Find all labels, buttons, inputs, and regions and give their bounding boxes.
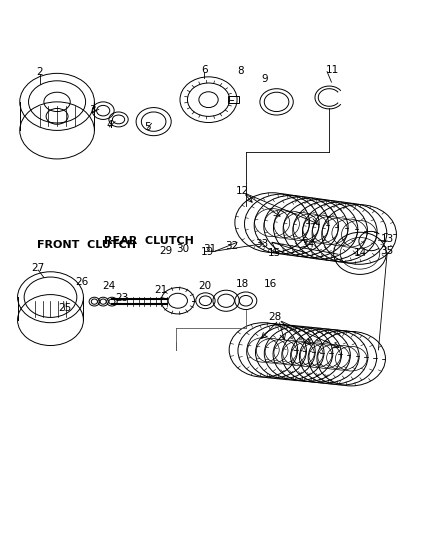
- Text: 32: 32: [224, 241, 237, 251]
- Text: 19: 19: [200, 247, 213, 257]
- Text: REAR  CLUTCH: REAR CLUTCH: [104, 236, 194, 246]
- Text: 28: 28: [268, 312, 281, 322]
- Text: 18: 18: [235, 279, 248, 289]
- Text: 15: 15: [267, 248, 280, 259]
- Text: 29: 29: [159, 246, 172, 256]
- Text: 25: 25: [58, 303, 71, 313]
- Bar: [228, 96, 239, 103]
- Text: 34: 34: [301, 239, 314, 249]
- Text: 23: 23: [115, 293, 128, 303]
- Text: 6: 6: [200, 65, 207, 75]
- Text: 3: 3: [88, 105, 95, 115]
- Text: 16: 16: [264, 279, 277, 289]
- Text: 9: 9: [261, 74, 268, 84]
- Text: 20: 20: [198, 281, 211, 291]
- Text: 21: 21: [154, 285, 167, 295]
- Text: 24: 24: [102, 281, 115, 291]
- Text: 14: 14: [353, 248, 367, 259]
- Text: 30: 30: [176, 244, 189, 254]
- Text: 13: 13: [380, 235, 393, 244]
- Text: 12: 12: [236, 186, 249, 196]
- Text: 35: 35: [380, 246, 393, 256]
- Text: 27: 27: [32, 263, 45, 273]
- Text: 26: 26: [75, 277, 88, 287]
- Text: 33: 33: [255, 239, 268, 249]
- Text: 11: 11: [325, 65, 338, 75]
- Text: 4: 4: [106, 120, 113, 130]
- Text: 8: 8: [236, 66, 243, 76]
- Text: 5: 5: [144, 122, 151, 132]
- Text: FRONT  CLUTCH: FRONT CLUTCH: [37, 239, 136, 249]
- Text: 31: 31: [202, 244, 215, 254]
- Text: 2: 2: [36, 68, 43, 77]
